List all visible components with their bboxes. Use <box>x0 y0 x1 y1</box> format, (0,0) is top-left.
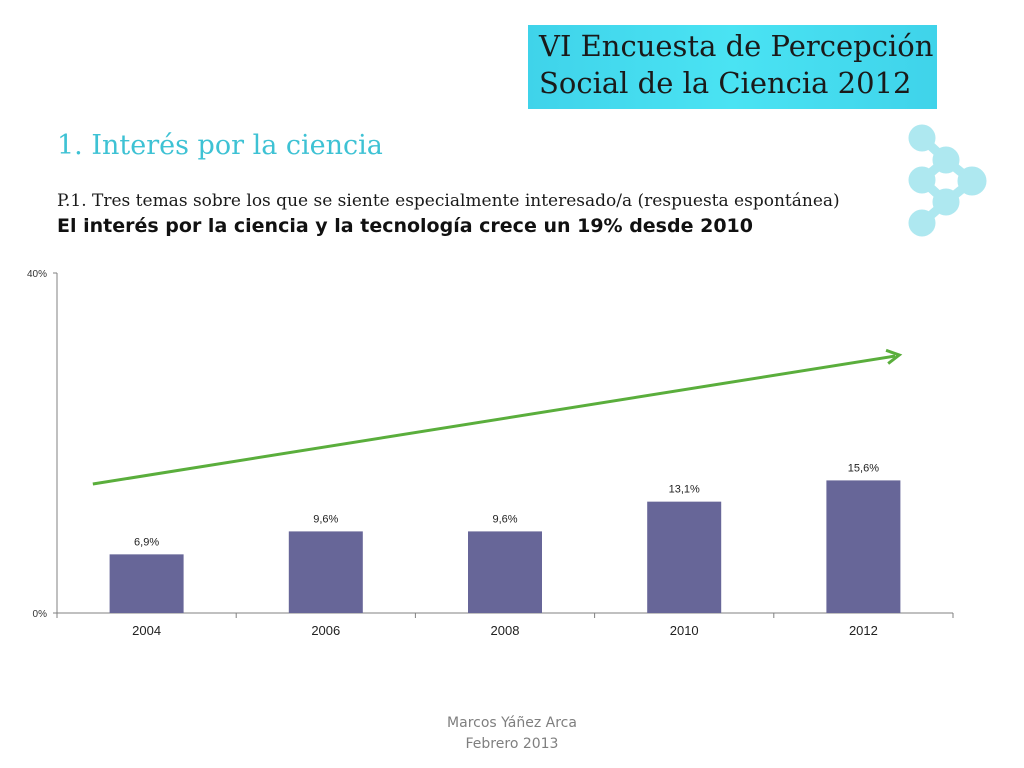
data-label-2004: 6,9% <box>134 536 159 548</box>
bar-2006 <box>288 531 363 613</box>
survey-title-line-1: VI Encuesta de Percepción <box>539 29 934 63</box>
survey-title-box: VI Encuesta de Percepción Social de la C… <box>528 25 937 109</box>
logo-dot <box>932 188 960 216</box>
logo-dot <box>908 166 936 194</box>
bar-2012 <box>826 480 901 613</box>
headline: El interés por la ciencia y la tecnologí… <box>57 215 753 237</box>
logo-dot <box>908 209 936 237</box>
x-tick-label-2004: 2004 <box>132 623 161 638</box>
logo-dot <box>957 166 987 196</box>
footer: Marcos Yáñez Arca Febrero 2013 <box>412 713 612 755</box>
data-label-2012: 15,6% <box>848 462 879 474</box>
y-tick-label: 40% <box>27 269 47 280</box>
question-text: P.1. Tres temas sobre los que se siente … <box>57 191 840 211</box>
x-tick-label-2008: 2008 <box>491 623 520 638</box>
trend-arrow-line <box>92 354 896 486</box>
footer-author: Marcos Yáñez Arca <box>447 715 577 731</box>
x-tick-label-2012: 2012 <box>849 623 878 638</box>
x-tick-label-2006: 2006 <box>311 623 340 638</box>
trend-arrow-head <box>885 348 903 365</box>
bar-2008 <box>468 531 542 613</box>
y-tick-label: 0% <box>33 609 48 620</box>
data-label-2008: 9,6% <box>492 513 517 525</box>
molecule-logo-icon <box>908 124 987 237</box>
survey-title-line-2: Social de la Ciencia 2012 <box>539 66 912 100</box>
bar-2004 <box>109 554 184 613</box>
section-title: 1. Interés por la ciencia <box>57 130 383 161</box>
footer-date: Febrero 2013 <box>465 736 559 752</box>
x-tick-label-2010: 2010 <box>670 623 699 638</box>
bar-2010 <box>647 501 722 613</box>
logo-dot <box>932 146 960 174</box>
data-label-2010: 13,1% <box>669 484 700 496</box>
bar-chart: 0% 40% 6,9% 2004 9,6% 2006 9,6% 2008 13,1% 2010 15… <box>27 269 954 638</box>
data-label-2006: 9,6% <box>313 513 338 525</box>
logo-dot <box>908 124 936 152</box>
